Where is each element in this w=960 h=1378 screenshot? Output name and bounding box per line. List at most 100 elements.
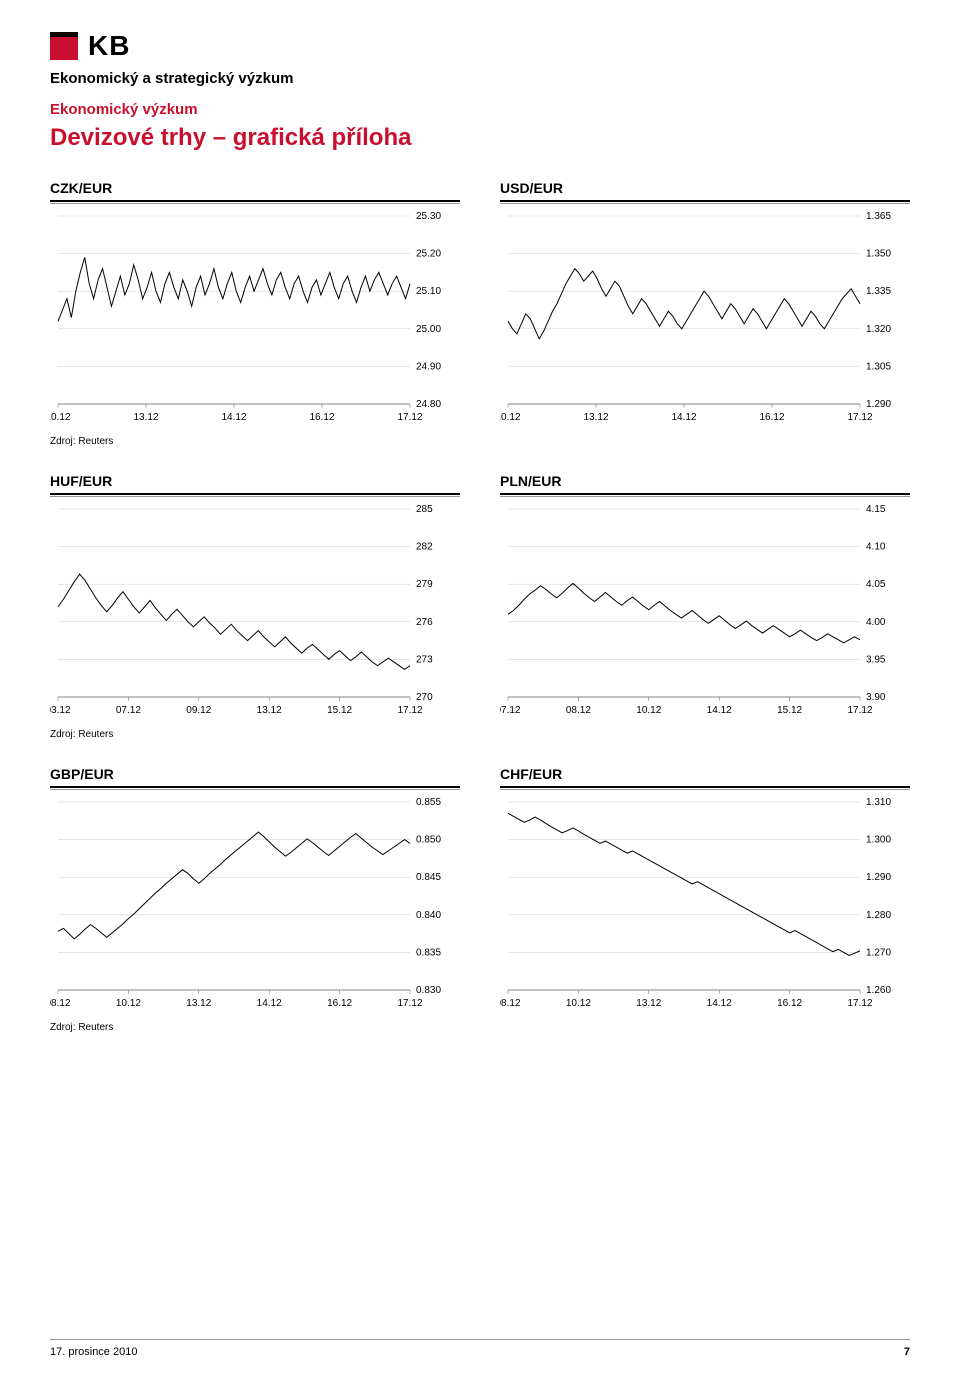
svg-text:14.12: 14.12 xyxy=(671,412,696,423)
chart-title: CHF/EUR xyxy=(500,766,910,782)
svg-text:3.90: 3.90 xyxy=(866,692,886,703)
svg-text:276: 276 xyxy=(416,617,433,628)
svg-text:279: 279 xyxy=(416,579,433,590)
svg-text:10.12: 10.12 xyxy=(636,705,661,716)
svg-text:0.835: 0.835 xyxy=(416,947,441,958)
source-label: Zdroj: Reuters xyxy=(50,436,910,447)
chart-svg: 3.90 3.95 4.00 4.05 4.10 4.15 07.12 08.12 10.12 1… xyxy=(500,501,910,721)
chart-svg: 24.80 24.90 25.00 25.10 25.20 25.30 10.12 13.12… xyxy=(50,208,460,428)
chart-title: PLN/EUR xyxy=(500,473,910,489)
svg-text:13.12: 13.12 xyxy=(636,998,661,1009)
svg-text:4.05: 4.05 xyxy=(866,579,886,590)
svg-text:1.365: 1.365 xyxy=(866,211,891,222)
svg-text:4.15: 4.15 xyxy=(866,504,886,515)
svg-text:1.320: 1.320 xyxy=(866,324,891,335)
logo: KB xyxy=(50,30,910,62)
section-label: Ekonomický výzkum xyxy=(50,101,910,118)
svg-text:10.12: 10.12 xyxy=(566,998,591,1009)
svg-text:270: 270 xyxy=(416,692,433,703)
svg-text:0.845: 0.845 xyxy=(416,872,441,883)
svg-text:1.335: 1.335 xyxy=(866,286,891,297)
chart-svg: 270 273 276 279 282 285 03.12 07.12 09.12 13.12 15… xyxy=(50,501,460,721)
svg-text:17.12: 17.12 xyxy=(847,412,872,423)
svg-text:08.12: 08.12 xyxy=(50,998,71,1009)
svg-text:1.350: 1.350 xyxy=(866,249,891,260)
svg-text:07.12: 07.12 xyxy=(500,705,521,716)
svg-text:13.12: 13.12 xyxy=(257,705,282,716)
svg-text:16.12: 16.12 xyxy=(309,412,334,423)
svg-text:17.12: 17.12 xyxy=(397,705,422,716)
svg-text:0.840: 0.840 xyxy=(416,910,441,921)
svg-text:15.12: 15.12 xyxy=(327,705,352,716)
svg-text:09.12: 09.12 xyxy=(186,705,211,716)
svg-text:4.00: 4.00 xyxy=(866,617,886,628)
svg-text:282: 282 xyxy=(416,542,433,553)
svg-text:17.12: 17.12 xyxy=(847,998,872,1009)
chart-title: GBP/EUR xyxy=(50,766,460,782)
chart-huf-eur: HUF/EUR 270 273 276 279 282 285 03.12 07.12 09.1… xyxy=(50,473,460,721)
svg-text:1.290: 1.290 xyxy=(866,399,891,410)
chart-czk-eur: CZK/EUR 24.80 24.90 25.00 25.10 25.20 25.30 10… xyxy=(50,180,460,428)
svg-text:1.290: 1.290 xyxy=(866,872,891,883)
chart-row-2: HUF/EUR 270 273 276 279 282 285 03.12 07.12 09.1… xyxy=(50,473,910,721)
svg-text:17.12: 17.12 xyxy=(847,705,872,716)
svg-text:25.10: 25.10 xyxy=(416,286,441,297)
svg-text:14.12: 14.12 xyxy=(707,998,732,1009)
svg-text:08.12: 08.12 xyxy=(500,998,521,1009)
svg-text:17.12: 17.12 xyxy=(397,412,422,423)
svg-text:16.12: 16.12 xyxy=(327,998,352,1009)
svg-text:25.00: 25.00 xyxy=(416,324,441,335)
svg-text:24.80: 24.80 xyxy=(416,399,441,410)
chart-title: USD/EUR xyxy=(500,180,910,196)
svg-text:03.12: 03.12 xyxy=(50,705,71,716)
svg-text:14.12: 14.12 xyxy=(221,412,246,423)
page-title: Devizové trhy – grafická příloha xyxy=(50,124,910,152)
svg-text:25.20: 25.20 xyxy=(416,249,441,260)
svg-text:08.12: 08.12 xyxy=(566,705,591,716)
chart-gbp-eur: GBP/EUR 0.830 0.835 0.840 0.845 0.850 0.855 08… xyxy=(50,766,460,1014)
svg-text:14.12: 14.12 xyxy=(257,998,282,1009)
chart-pln-eur: PLN/EUR 3.90 3.95 4.00 4.05 4.10 4.15 07.12 08.… xyxy=(500,473,910,721)
source-label: Zdroj: Reuters xyxy=(50,729,910,740)
svg-text:25.30: 25.30 xyxy=(416,211,441,222)
svg-text:1.310: 1.310 xyxy=(866,797,891,808)
footer-page: 7 xyxy=(904,1346,910,1358)
logo-square-icon xyxy=(50,32,78,60)
svg-text:1.260: 1.260 xyxy=(866,985,891,996)
source-label: Zdroj: Reuters xyxy=(50,1022,910,1033)
svg-text:1.305: 1.305 xyxy=(866,361,891,372)
chart-svg: 1.2601.2701.2801.2901.3001.31008.1210.12… xyxy=(500,794,910,1014)
svg-text:4.10: 4.10 xyxy=(866,542,886,553)
svg-text:16.12: 16.12 xyxy=(777,998,802,1009)
svg-text:24.90: 24.90 xyxy=(416,361,441,372)
chart-svg: 0.830 0.835 0.840 0.845 0.850 0.855 08.12 10.12… xyxy=(50,794,460,1014)
svg-text:0.850: 0.850 xyxy=(416,835,441,846)
svg-text:10.12: 10.12 xyxy=(50,412,71,423)
footer: 17. prosince 2010 7 xyxy=(50,1339,910,1358)
svg-text:273: 273 xyxy=(416,654,433,665)
svg-text:14.12: 14.12 xyxy=(707,705,732,716)
svg-text:3.95: 3.95 xyxy=(866,654,886,665)
svg-text:285: 285 xyxy=(416,504,433,515)
svg-text:07.12: 07.12 xyxy=(116,705,141,716)
chart-row-1: CZK/EUR 24.80 24.90 25.00 25.10 25.20 25.30 10… xyxy=(50,180,910,428)
svg-text:1.300: 1.300 xyxy=(866,835,891,846)
department-label: Ekonomický a strategický výzkum xyxy=(50,70,910,87)
chart-chf-eur: CHF/EUR 1.2601.2701.2801.2901.3001.31008… xyxy=(500,766,910,1014)
svg-text:0.830: 0.830 xyxy=(416,985,441,996)
svg-text:1.270: 1.270 xyxy=(866,947,891,958)
svg-text:13.12: 13.12 xyxy=(133,412,158,423)
chart-row-3: GBP/EUR 0.830 0.835 0.840 0.845 0.850 0.855 08… xyxy=(50,766,910,1014)
chart-title: CZK/EUR xyxy=(50,180,460,196)
svg-text:13.12: 13.12 xyxy=(583,412,608,423)
svg-text:13.12: 13.12 xyxy=(186,998,211,1009)
chart-usd-eur: USD/EUR 1.290 1.305 1.320 1.335 1.350 1.365 10… xyxy=(500,180,910,428)
chart-svg: 1.290 1.305 1.320 1.335 1.350 1.365 10.12 13.12… xyxy=(500,208,910,428)
svg-text:10.12: 10.12 xyxy=(116,998,141,1009)
chart-title: HUF/EUR xyxy=(50,473,460,489)
svg-text:10.12: 10.12 xyxy=(500,412,521,423)
svg-text:0.855: 0.855 xyxy=(416,797,441,808)
svg-text:15.12: 15.12 xyxy=(777,705,802,716)
logo-text: KB xyxy=(88,30,130,62)
svg-text:17.12: 17.12 xyxy=(397,998,422,1009)
